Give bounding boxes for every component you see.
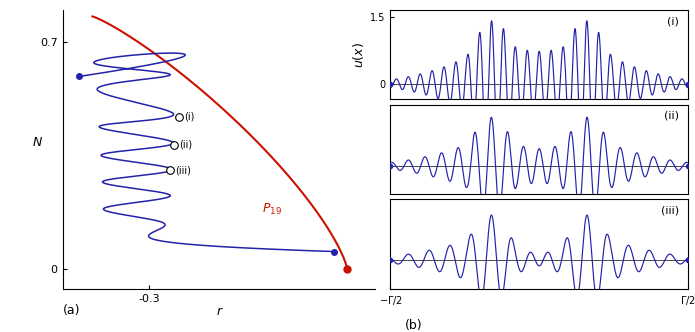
Text: (i): (i) <box>184 112 195 122</box>
Text: (b): (b) <box>404 319 423 332</box>
Text: (iii): (iii) <box>176 165 192 176</box>
X-axis label: r: r <box>216 305 222 318</box>
Y-axis label: $u(x)$: $u(x)$ <box>351 42 366 68</box>
Text: (a): (a) <box>63 304 80 317</box>
Y-axis label: N: N <box>33 136 42 149</box>
Text: (i): (i) <box>667 16 679 26</box>
Text: (ii): (ii) <box>664 111 679 121</box>
Text: (iii): (iii) <box>661 206 679 216</box>
Text: (ii): (ii) <box>179 139 193 149</box>
Text: $P_{19}$: $P_{19}$ <box>262 202 282 217</box>
